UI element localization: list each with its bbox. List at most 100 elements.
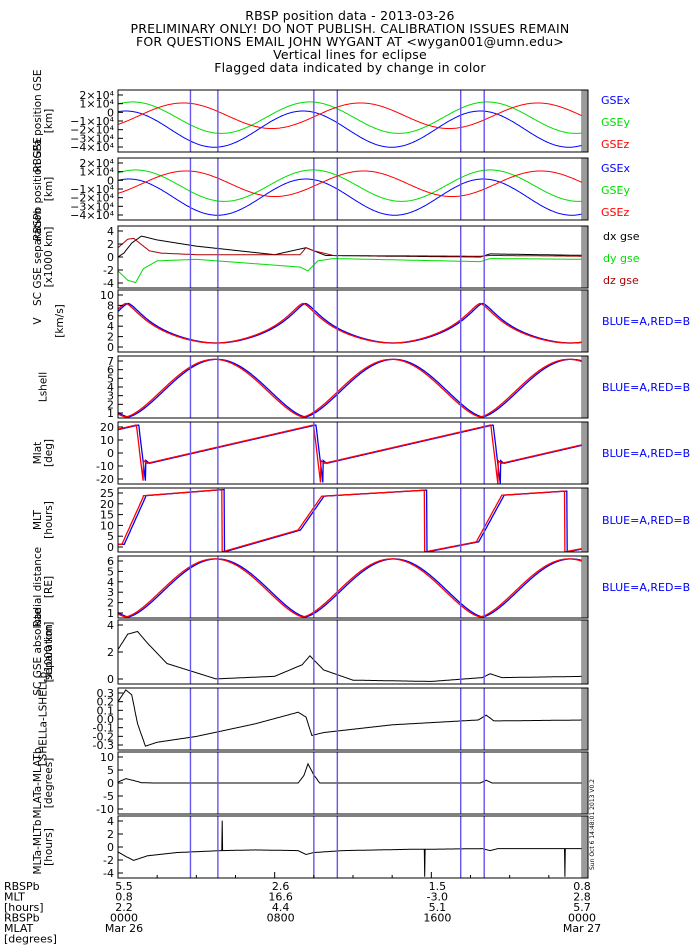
footer-mlt-b: 16.6	[268, 891, 293, 904]
ytick-label: 2	[107, 828, 114, 841]
trace-rbspb	[118, 488, 588, 552]
panel-1: RBSPa position GSE [km]2×10⁴1×10⁴0−1×10⁴−…	[32, 70, 630, 173]
panel-8-traces	[118, 558, 588, 618]
ytick-label: -4	[103, 277, 114, 290]
panel-frame	[117, 619, 589, 685]
footer-date: Mar 26	[105, 922, 143, 935]
panel-1-traces	[118, 101, 588, 148]
ytick-label: 2×10⁴	[79, 157, 114, 170]
ytick-label: 20	[100, 498, 114, 511]
legend-dy-gse: dy gse	[603, 252, 640, 265]
ytick-label: 2	[107, 331, 114, 344]
panel-frame	[117, 89, 589, 153]
ylabel-line: RBSPb position GSE	[32, 137, 44, 241]
panel-3-traces	[118, 235, 588, 284]
ytick-label: -4	[103, 867, 114, 880]
chart-title: RBSP position data - 2013-03-26	[245, 8, 455, 23]
panel-11-traces	[118, 762, 588, 784]
ytick-label: 5	[107, 530, 114, 543]
ytick-label: 10	[100, 751, 114, 764]
ytick-label: -0.2	[93, 730, 114, 743]
footer-time: 0000	[110, 912, 138, 925]
contact-line: FOR QUESTIONS EMAIL JOHN WYGANT AT <wyga…	[135, 34, 564, 49]
flag-band	[582, 290, 588, 352]
eclipse-note: Vertical lines for eclipse	[273, 47, 427, 62]
trace-rbspa	[118, 302, 588, 344]
ytick-label: 0	[107, 251, 114, 264]
ylabel-line: Mlat	[32, 442, 44, 465]
ytick-label: 4	[107, 320, 114, 333]
trace-gsex	[118, 110, 588, 148]
panel-7-ylabel: MLT [hours]	[32, 501, 55, 539]
ytick-label: 1	[107, 607, 114, 620]
legend-blue-a-red-b: BLUE=A,RED=B	[602, 514, 690, 527]
trace-rbspa	[118, 488, 588, 552]
panel-4-ylabel: V [km/s]	[32, 304, 66, 338]
panel-4-traces	[118, 302, 588, 344]
ytick-label: 3	[107, 586, 114, 599]
legend-gsez: GSEz	[601, 206, 629, 219]
trace-gsez	[118, 170, 588, 198]
footer-row-label: MLAT	[4, 922, 34, 935]
panel-2-ylabel: RBSPb position GSE [km]	[32, 137, 55, 241]
ylabel-line: MLATa-MLATb	[32, 747, 44, 818]
ytick-label: −2×10⁴	[70, 124, 114, 137]
ylabel-line: [RE]	[43, 576, 55, 598]
footer-mlt-b: 2.8	[573, 891, 591, 904]
footer-mlat: 5.1	[429, 901, 447, 914]
trace-rbspa	[118, 424, 588, 484]
footer-row-label: [hours]	[4, 901, 44, 914]
panel-8-ylabel: Radial distance [RE]	[32, 547, 55, 627]
ytick-label: 0	[107, 841, 114, 854]
ytick-label: 5	[107, 372, 114, 385]
footer-mlat: 5.7	[573, 901, 591, 914]
ytick-label: 10	[100, 434, 114, 447]
panel-2: RBSPb position GSE [km]2×10⁴1×10⁴0−1×10⁴−…	[32, 137, 630, 241]
ytick-label: 0	[107, 541, 114, 554]
panel-frame	[117, 289, 589, 353]
panel-frame	[117, 815, 589, 879]
trace-rbspb	[118, 424, 588, 484]
legend-blue-a-red-b: BLUE=A,RED=B	[602, 581, 690, 594]
footer-row-label: RBSPb	[4, 912, 40, 925]
ytick-label: 0	[107, 106, 114, 119]
ytick-label: 1×10⁴	[79, 98, 114, 111]
ylabel-line: [degrees]	[43, 758, 55, 808]
legend-dz-gse: dz gse	[603, 274, 639, 287]
ytick-label: −3×10⁴	[70, 132, 114, 145]
ytick-label: 0	[107, 174, 114, 187]
panel-5-traces	[118, 358, 588, 418]
footer-mlt-a: 1.5	[429, 880, 447, 893]
ytick-label: −1×10⁴	[70, 115, 114, 128]
ytick-label: -10	[96, 460, 114, 473]
ytick-label: -20	[96, 473, 114, 486]
footer-mlt-a: 5.5	[115, 880, 133, 893]
panel-1-ylabel: RBSPa position GSE [km]	[32, 70, 55, 173]
panel-6-traces	[118, 424, 588, 484]
legend-gsex: GSEx	[601, 162, 630, 175]
ytick-label: 0	[107, 341, 114, 354]
trace-rbspa	[118, 358, 588, 418]
ytick-label: 4	[107, 225, 114, 238]
ytick-label: 15	[100, 509, 114, 522]
panel-frame	[117, 687, 589, 751]
footer-time: 0800	[267, 912, 295, 925]
flag-band	[582, 356, 588, 418]
ytick-label: 2	[107, 646, 114, 659]
ytick-label: 5	[107, 565, 114, 578]
ytick-label: 4	[107, 815, 114, 828]
ytick-label: 6	[107, 555, 114, 568]
footer-mlat: 4.4	[272, 901, 290, 914]
flag-band	[582, 422, 588, 484]
panel-12: MLTa-MLTb [hours] 420-2-4	[32, 815, 589, 880]
flag-note: Flagged data indicated by change in colo…	[214, 60, 486, 75]
ytick-label: -2	[103, 854, 114, 867]
panel-frame	[117, 225, 589, 289]
ytick-label: 0	[107, 447, 114, 460]
ytick-label: 2×10⁴	[79, 89, 114, 102]
panel-10-traces	[118, 689, 588, 747]
